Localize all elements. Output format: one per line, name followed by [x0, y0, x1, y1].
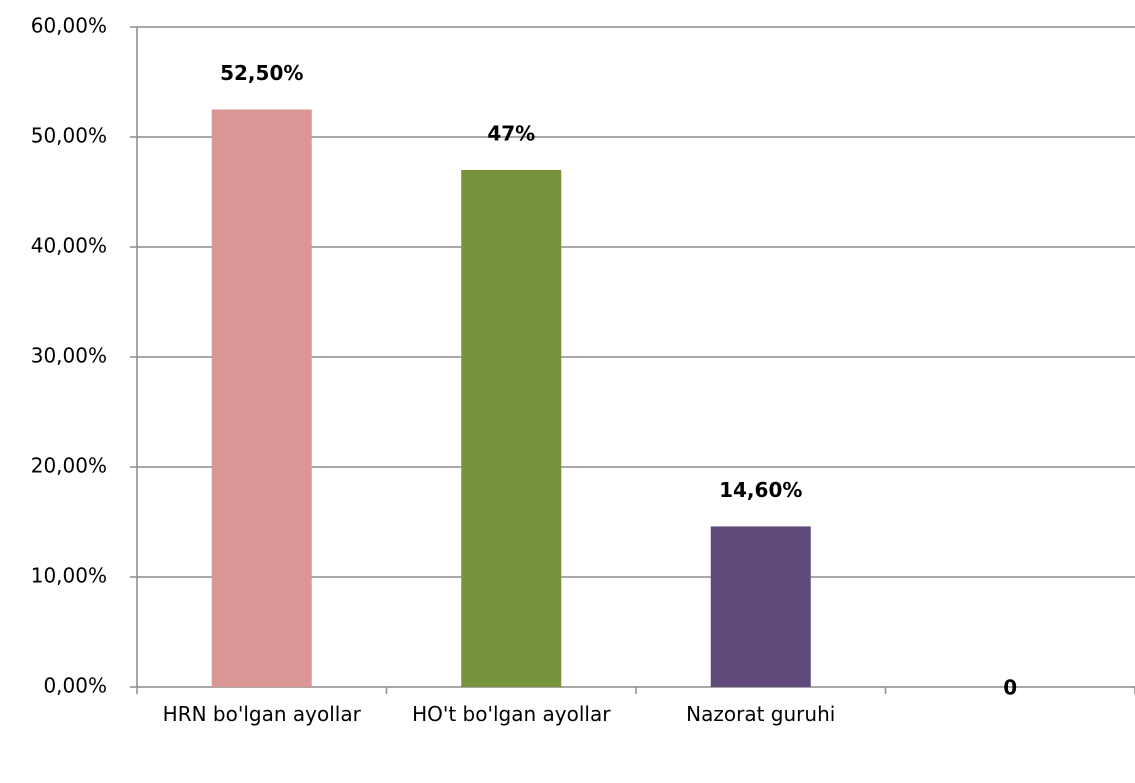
bar	[710, 526, 811, 687]
x-tick-label: HRN bo'lgan ayollar	[162, 702, 361, 726]
bar	[461, 170, 562, 687]
y-tick-label: 40,00%	[31, 234, 107, 258]
data-label: 52,50%	[220, 61, 303, 85]
data-label: 47%	[487, 122, 535, 146]
y-tick-label: 20,00%	[31, 454, 107, 478]
y-tick-label: 30,00%	[31, 344, 107, 368]
y-tick-label: 10,00%	[31, 564, 107, 588]
data-label: 14,60%	[719, 478, 802, 502]
y-tick-label: 0,00%	[43, 674, 107, 698]
x-tick-label: Nazorat guruhi	[686, 702, 836, 726]
data-label: 0	[1003, 676, 1017, 700]
bar	[211, 109, 312, 687]
y-tick-label: 60,00%	[31, 14, 107, 38]
x-tick-label: HO't bo'lgan ayollar	[412, 702, 611, 726]
y-tick-label: 50,00%	[31, 124, 107, 148]
